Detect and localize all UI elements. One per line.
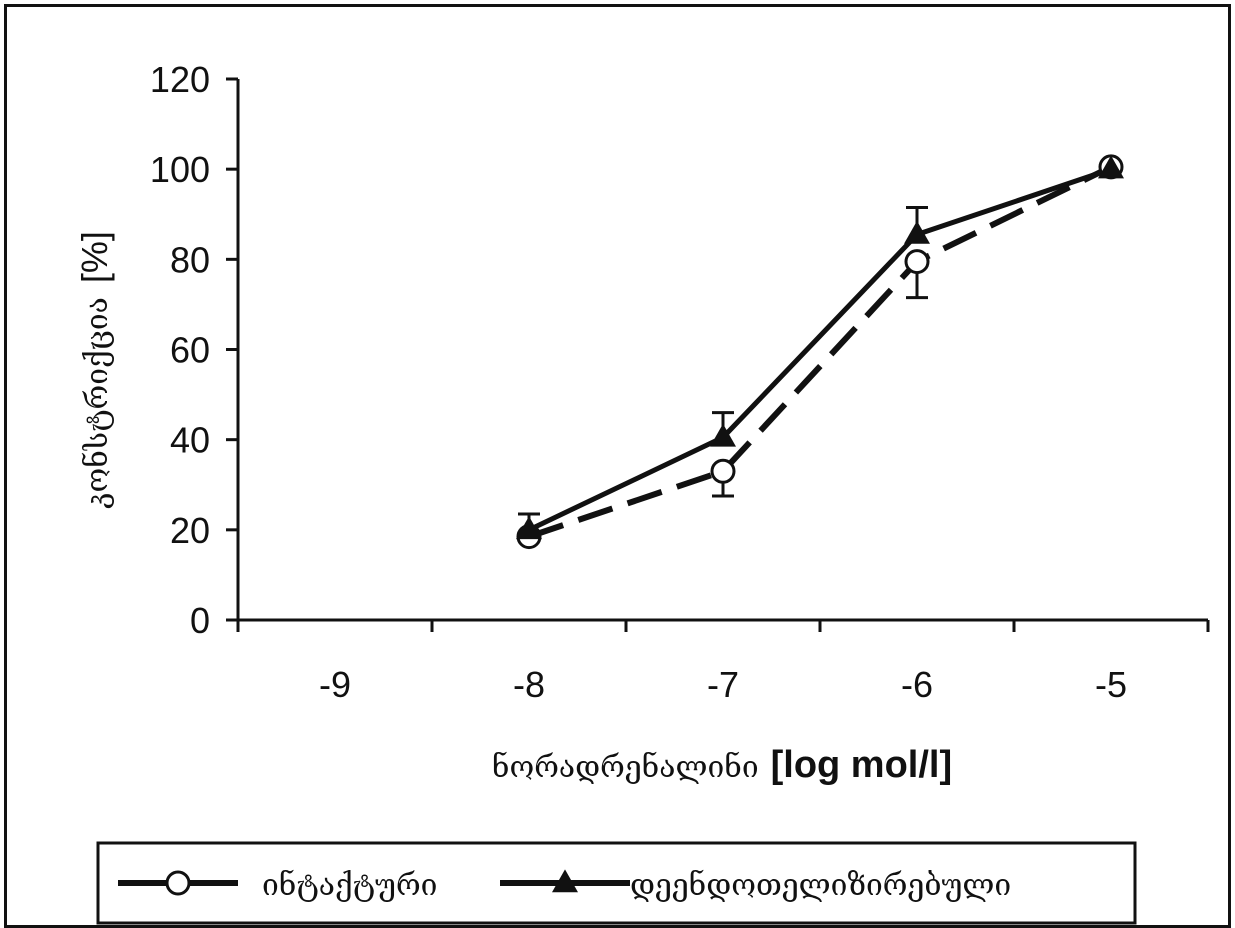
- x-tick-label: -8: [513, 664, 545, 705]
- y-tick-label: 20: [170, 510, 210, 551]
- series-2-point: [1098, 155, 1124, 179]
- x-axis-label: ნორადრენალინი [log mol/l]: [492, 744, 952, 786]
- chart-frame: [4, 4, 1231, 928]
- x-tick-label: -5: [1095, 664, 1127, 705]
- y-tick-label: 0: [190, 600, 210, 641]
- axes: [236, 79, 1208, 622]
- series-layer: [516, 154, 1124, 550]
- y-tick-label: 60: [170, 330, 210, 371]
- x-axis-ticks: -9 -8 -7 -6 -5: [236, 620, 1210, 705]
- y-tick-label: 120: [150, 59, 210, 100]
- y-tick-label: 40: [170, 420, 210, 461]
- y-axis-label: კონსტრიქცია[%]: [74, 231, 115, 509]
- y-axis-ticks: 0 20 40 60 80 100 120: [150, 59, 238, 641]
- series-line-2: [527, 166, 1112, 533]
- series-1-point: [710, 458, 736, 484]
- x-tick-label: -7: [707, 664, 739, 705]
- x-tick-label: -6: [901, 664, 933, 705]
- legend-swatch-marker-1: [165, 870, 191, 896]
- x-tick-label: -9: [319, 664, 351, 705]
- series-2-point: [904, 220, 930, 244]
- series-2-point: [516, 516, 542, 540]
- y-tick-label: 80: [170, 239, 210, 280]
- legend-label-series-1: ინტაქტური: [262, 868, 437, 903]
- series-line-1: [528, 164, 1113, 540]
- series-2-point: [710, 423, 736, 447]
- y-tick-label: 100: [150, 149, 210, 190]
- legend-entries: [118, 869, 630, 896]
- series-1-point: [904, 249, 930, 275]
- legend-swatch-marker-2: [552, 869, 578, 893]
- legend: ინტაქტური დეენდოთელიზირებული: [96, 841, 1137, 925]
- legend-label-series-2: დეენდოთელიზირებული: [630, 868, 1011, 903]
